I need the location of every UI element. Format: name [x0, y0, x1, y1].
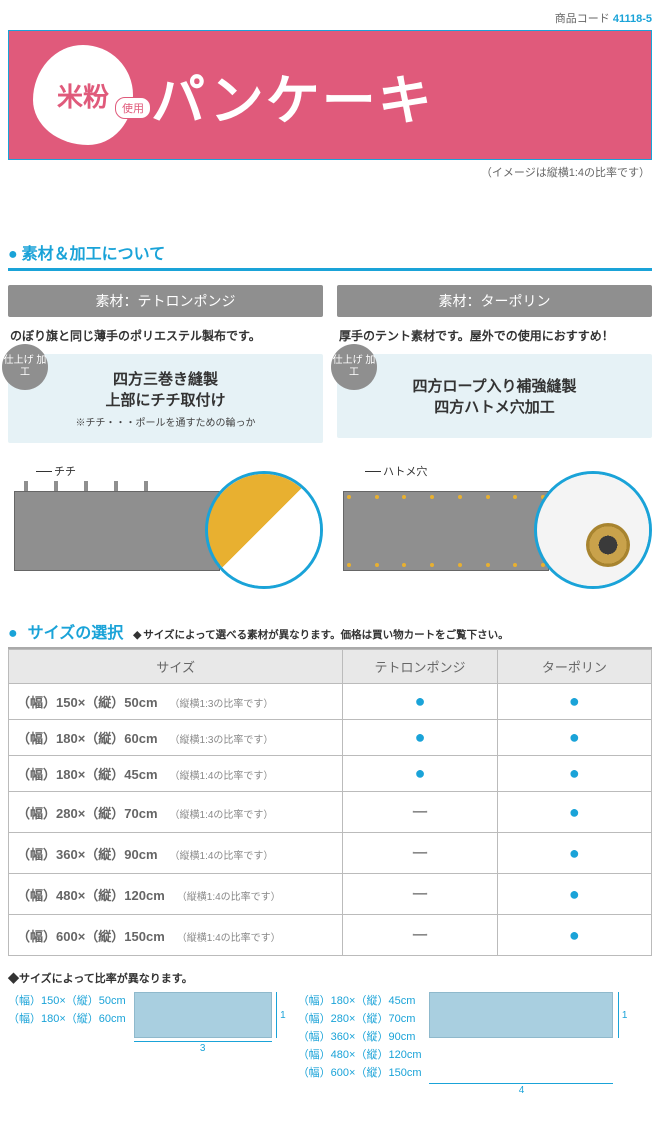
tarpaulin-cell: ● [497, 915, 651, 956]
size-cell: （幅）360×（縦）90cm（縦横1:4の比率です） [9, 833, 343, 874]
ratio-size-label: （幅）480×（縦）120cm [298, 1046, 422, 1062]
diagram-row: チチ ハトメ穴 [8, 463, 652, 593]
ratio-dim-h: 3 [134, 1041, 272, 1054]
banner-title: パンケーキ [151, 56, 434, 135]
diagram-chichi: チチ [8, 463, 323, 593]
table-row: （幅）180×（縦）60cm（縦横1:3の比率です）●● [9, 720, 652, 756]
tetoron-cell: ● [343, 684, 497, 720]
ratio-dim-v: 1 [618, 992, 628, 1038]
table-header-row: サイズ テトロンポンジ ターポリン [9, 650, 652, 684]
tetoron-cell: ー [343, 833, 497, 874]
tarpaulin-cell: ● [497, 874, 651, 915]
tetoron-cell: ー [343, 792, 497, 833]
diagram-hatome: ハトメ穴 [337, 463, 652, 593]
product-code: 商品コード 41118-5 [8, 10, 652, 26]
finish-box: 仕上げ 加工 四方三巻き縫製 上部にチチ取付け ※チチ・・・ポールを通すための輪… [8, 354, 323, 443]
ratio-labels: （幅）180×（縦）45cm （幅）280×（縦）70cm （幅）360×（縦）90… [298, 992, 422, 1080]
tarpaulin-cell: ● [497, 833, 651, 874]
section-size-sub: サイズによって選べる素材が異なります。価格は買い物カートをご覧下さい。 [133, 627, 508, 642]
ratio-row: （幅）150×（縦）50cm （幅）180×（縦）60cm 1 3 （幅）180×… [8, 992, 652, 1080]
finish-line: 四方ハトメ穴加工 [347, 396, 642, 417]
zoom-circle-icon [534, 471, 652, 589]
section-size-heading: サイズの選択 サイズによって選べる素材が異なります。価格は買い物カートをご覧下さ… [8, 619, 652, 649]
ratio-size-label: （幅）150×（縦）50cm [8, 992, 126, 1008]
ratio-labels: （幅）150×（縦）50cm （幅）180×（縦）60cm [8, 992, 126, 1038]
size-cell: （幅）180×（縦）60cm（縦横1:3の比率です） [9, 720, 343, 756]
tarpaulin-cell: ● [497, 684, 651, 720]
ratio-box-wrap: 1 3 [134, 992, 272, 1038]
material-label: 素材：ターポリン [337, 285, 652, 317]
diagram-label: ハトメ穴 [383, 463, 427, 479]
product-code-label: 商品コード [555, 13, 610, 25]
banner-blob: 米粉 使用 [33, 45, 133, 145]
table-row: （幅）180×（縦）45cm（縦横1:4の比率です）●● [9, 756, 652, 792]
size-cell: （幅）150×（縦）50cm（縦横1:3の比率です） [9, 684, 343, 720]
tetoron-cell: ー [343, 874, 497, 915]
product-banner: 米粉 使用 パンケーキ [8, 30, 652, 160]
flag-rect-icon [343, 491, 549, 571]
ratio-note: サイズによって比率が異なります。 [8, 970, 652, 986]
tetoron-cell: ● [343, 756, 497, 792]
grommet-icon [586, 523, 630, 567]
ratio-box-icon [429, 992, 613, 1038]
banner-komeko: 米粉 [57, 77, 109, 114]
finish-note: ※チチ・・・ポールを通すための輪っか [18, 414, 313, 429]
grommet-zoom-icon [537, 474, 649, 586]
material-desc: のぼり旗と同じ薄手のポリエステル製布です。 [10, 327, 321, 344]
tarpaulin-cell: ● [497, 792, 651, 833]
tetoron-cell: ー [343, 915, 497, 956]
material-desc: 厚手のテント素材です。屋外での使用におすすめ！ [339, 327, 650, 344]
ratio-box-icon [134, 992, 272, 1038]
size-cell: （幅）280×（縦）70cm（縦横1:4の比率です） [9, 792, 343, 833]
size-cell: （幅）180×（縦）45cm（縦横1:4の比率です） [9, 756, 343, 792]
banner-siyou: 使用 [115, 97, 151, 119]
finish-box: 仕上げ 加工 四方ロープ入り補強縫製 四方ハトメ穴加工 [337, 354, 652, 438]
size-table: サイズ テトロンポンジ ターポリン （幅）150×（縦）50cm（縦横1:3の比… [8, 649, 652, 956]
section-material-heading: 素材＆加工について [8, 240, 652, 271]
material-col-tetoron: 素材：テトロンポンジ のぼり旗と同じ薄手のポリエステル製布です。 仕上げ 加工 … [8, 285, 323, 443]
table-row: （幅）480×（縦）120cm（縦横1:4の比率です）ー● [9, 874, 652, 915]
size-cell: （幅）600×（縦）150cm（縦横1:4の比率です） [9, 915, 343, 956]
table-row: （幅）280×（縦）70cm（縦横1:4の比率です）ー● [9, 792, 652, 833]
tarpaulin-cell: ● [497, 756, 651, 792]
material-col-tarpaulin: 素材：ターポリン 厚手のテント素材です。屋外での使用におすすめ！ 仕上げ 加工 … [337, 285, 652, 443]
ratio-size-label: （幅）360×（縦）90cm [298, 1028, 422, 1044]
ratio-block-3: （幅）150×（縦）50cm （幅）180×（縦）60cm 1 3 [8, 992, 272, 1038]
ratio-block-4: （幅）180×（縦）45cm （幅）280×（縦）70cm （幅）360×（縦）90… [298, 992, 614, 1080]
product-code-value: 41118-5 [613, 13, 652, 25]
tarpaulin-cell: ● [497, 720, 651, 756]
finish-badge: 仕上げ 加工 [2, 344, 48, 390]
finish-line: 上部にチチ取付け [18, 389, 313, 410]
ratio-box-wrap: 1 4 [429, 992, 613, 1080]
ratio-size-label: （幅）600×（縦）150cm [298, 1064, 422, 1080]
size-cell: （幅）480×（縦）120cm（縦横1:4の比率です） [9, 874, 343, 915]
col-size: サイズ [9, 650, 343, 684]
tetoron-cell: ● [343, 720, 497, 756]
finish-line: 四方三巻き縫製 [18, 368, 313, 389]
table-row: （幅）600×（縦）150cm（縦横1:4の比率です）ー● [9, 915, 652, 956]
col-tetoron: テトロンポンジ [343, 650, 497, 684]
material-row: 素材：テトロンポンジ のぼり旗と同じ薄手のポリエステル製布です。 仕上げ 加工 … [8, 285, 652, 443]
finish-badge: 仕上げ 加工 [331, 344, 377, 390]
section-size-title: サイズの選択 [28, 619, 124, 643]
grommet-dots-icon [347, 495, 545, 499]
grommet-dots-icon [347, 563, 545, 567]
table-row: （幅）150×（縦）50cm（縦横1:3の比率です）●● [9, 684, 652, 720]
ratio-dim-h: 4 [429, 1083, 613, 1096]
ratio-size-label: （幅）180×（縦）60cm [8, 1010, 126, 1026]
fabric-zoom-icon [208, 474, 320, 586]
finish-line: 四方ロープ入り補強縫製 [347, 375, 642, 396]
ratio-dim-v: 1 [276, 992, 286, 1038]
zoom-circle-icon [205, 471, 323, 589]
flag-rect-icon [14, 491, 220, 571]
material-label: 素材：テトロンポンジ [8, 285, 323, 317]
banner-caption: （イメージは縦横1:4の比率です） [8, 164, 650, 180]
ratio-size-label: （幅）280×（縦）70cm [298, 1010, 422, 1026]
table-row: （幅）360×（縦）90cm（縦横1:4の比率です）ー● [9, 833, 652, 874]
ratio-size-label: （幅）180×（縦）45cm [298, 992, 422, 1008]
col-tarpaulin: ターポリン [497, 650, 651, 684]
diagram-label: チチ [54, 463, 76, 479]
